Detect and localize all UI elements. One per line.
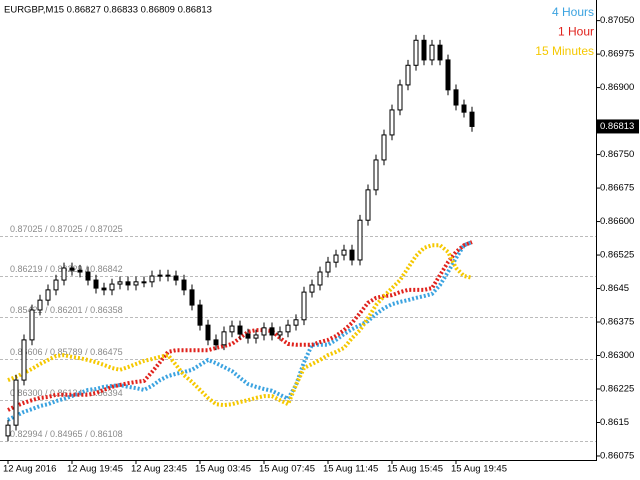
legend-label: 1 Hour <box>558 25 594 39</box>
candle-body <box>245 333 251 339</box>
y-tick-label: 0.87050 <box>600 15 634 26</box>
candle-body <box>141 281 147 284</box>
candle-body <box>109 283 115 291</box>
candle-body <box>117 281 123 285</box>
candle-body <box>365 189 371 221</box>
y-tick-label: 0.86675 <box>600 183 634 194</box>
candle-body <box>389 109 395 136</box>
x-tick-label: 15 Aug 11:45 <box>323 464 378 475</box>
x-tick-label: 15 Aug 07:45 <box>259 464 315 475</box>
candle-body <box>421 39 427 61</box>
candle-body <box>333 254 339 263</box>
candle-body <box>61 267 67 281</box>
candle-body <box>437 44 443 61</box>
y-tick-label: 0.86300 <box>600 350 634 361</box>
candle-body <box>309 284 315 293</box>
y-tick-label: 0.86225 <box>600 384 634 395</box>
candle-body <box>341 249 347 256</box>
candle-body <box>77 269 83 273</box>
candle-body <box>261 327 267 336</box>
y-tick-label: 0.86375 <box>600 317 634 328</box>
candle-body <box>165 274 171 277</box>
x-tick-label: 12 Aug 23:45 <box>131 464 187 475</box>
candle-body <box>173 275 179 281</box>
level-label: 0.86606 / 0.85789 / 0.86475 <box>10 347 123 357</box>
candle-body <box>197 304 203 326</box>
chart-title: EURGBP,M15 0.86827 0.86833 0.86809 0.868… <box>4 5 212 16</box>
candle-body <box>213 339 219 346</box>
candle-body <box>13 379 19 426</box>
candle-body <box>349 249 355 261</box>
candle-body <box>413 39 419 66</box>
legend-label: 15 Minutes <box>535 44 594 58</box>
candle-body <box>429 44 435 61</box>
candle-body <box>157 274 163 277</box>
y-tick-label: 0.86750 <box>600 149 634 160</box>
candle-body <box>149 275 155 283</box>
candle-body <box>69 267 75 271</box>
last-price-label: 0.86813 <box>600 121 634 132</box>
level-label: 0.87025 / 0.87025 / 0.87025 <box>10 224 123 234</box>
x-tick-label: 15 Aug 15:45 <box>387 464 443 475</box>
candle-body <box>237 325 243 335</box>
candle-body <box>285 324 291 333</box>
x-tick-label: 15 Aug 19:45 <box>451 464 507 475</box>
indicator-line <box>7 240 473 422</box>
candle-body <box>189 289 195 306</box>
candle-body <box>133 281 139 286</box>
candle-body <box>5 424 11 437</box>
x-tick-label: 12 Aug 2016 <box>3 464 56 475</box>
candle-body <box>93 279 99 289</box>
candle-body <box>373 159 379 191</box>
legend-label: 4 Hours <box>552 5 594 19</box>
candle-body <box>269 327 275 336</box>
y-tick-label: 0.86900 <box>600 82 634 93</box>
y-tick-label: 0.86975 <box>600 49 634 60</box>
candle-body <box>317 271 323 286</box>
level-label: 0.82994 / 0.84965 / 0.86108 <box>10 429 123 439</box>
candle-body <box>461 104 467 113</box>
y-tick-label: 0.8645 <box>600 283 629 294</box>
candle-body <box>205 324 211 341</box>
candle-body <box>469 111 475 127</box>
candle-body <box>381 134 387 161</box>
candle-body <box>21 339 27 381</box>
candle-body <box>53 279 59 291</box>
y-tick-label: 0.86075 <box>600 450 634 461</box>
candle-body <box>277 331 283 336</box>
candle-body <box>405 64 411 86</box>
candle-body <box>229 325 235 333</box>
candle-body <box>221 331 227 346</box>
y-tick-label: 0.86600 <box>600 216 634 227</box>
last-price-box <box>597 119 639 134</box>
candle-body <box>181 279 187 291</box>
level-label: 0.85421 / 0.86201 / 0.86358 <box>10 305 123 315</box>
candle-body <box>253 334 259 339</box>
y-tick-label: 0.86525 <box>600 250 634 261</box>
candle-body <box>125 281 131 286</box>
candle-body <box>29 309 35 341</box>
x-tick-label: 12 Aug 19:45 <box>67 464 123 475</box>
candle-body <box>85 271 91 281</box>
y-tick-label: 0.8615 <box>600 417 629 428</box>
candle-body <box>101 287 107 291</box>
candle-body <box>357 219 363 261</box>
candle-body <box>37 299 43 311</box>
candle-body <box>325 261 331 273</box>
candle-body <box>453 89 459 106</box>
candle-body <box>293 319 299 326</box>
candle-body <box>45 289 51 301</box>
candle-body <box>397 84 403 111</box>
candle-body <box>445 59 451 91</box>
candle-body <box>301 291 307 321</box>
x-tick-label: 15 Aug 03:45 <box>195 464 251 475</box>
